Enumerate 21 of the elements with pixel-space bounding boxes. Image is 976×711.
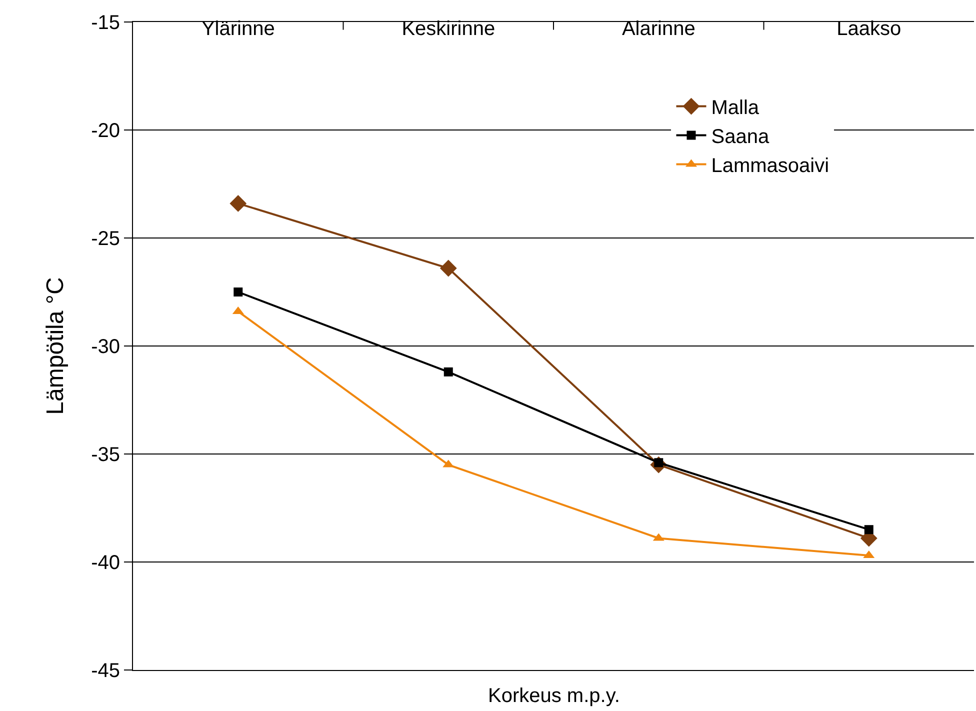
point (864, 525, 874, 534)
legend-label: Lammasoaivi (711, 155, 830, 178)
point (440, 260, 457, 277)
point (230, 194, 247, 212)
point (234, 288, 243, 296)
y-tick-label: -30 (91, 336, 120, 358)
y-tick-label: -15 (91, 12, 120, 34)
y-axis-title: Lämpötila °C (42, 277, 70, 415)
y-tick-label: -35 (91, 444, 120, 466)
y-tick-label: -45 (91, 660, 120, 682)
point (444, 367, 453, 376)
y-tick-label: -25 (91, 228, 120, 250)
y-tick-label: -20 (91, 120, 120, 142)
legend-label: Saana (711, 126, 770, 148)
x-tick-label: Laakso (836, 18, 902, 40)
x-tick-label: Ylärinne (201, 18, 275, 40)
legend-label: Malla (711, 97, 760, 120)
y-tick-label: -40 (91, 552, 120, 574)
x-axis-title: Korkeus m.p.y. (488, 685, 620, 707)
x-tick-label: Keskirinne (402, 18, 496, 40)
x-tick-label: Alarinne (622, 18, 696, 40)
